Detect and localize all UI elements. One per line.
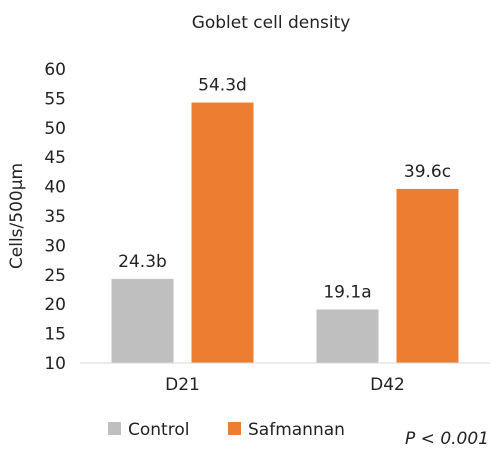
legend-swatch-safmannan	[228, 422, 241, 435]
legend: Control Safmannan	[108, 420, 345, 440]
data-label: 39.6c	[404, 162, 451, 182]
chart-title: Goblet cell density	[192, 13, 351, 33]
bar-control-d42	[316, 309, 379, 363]
y-tick-label: 40	[44, 178, 66, 198]
y-tick-label: 15	[44, 325, 66, 345]
y-tick-label: 20	[44, 295, 66, 315]
bar-data-labels: 24.3b 54.3d 19.1a 39.6c	[118, 76, 451, 303]
legend-label-control: Control	[128, 420, 189, 440]
bar-safmannan-d21	[191, 102, 254, 364]
y-tick-label: 50	[44, 119, 66, 139]
y-axis-ticks: 10 15 20 25 30 35 40 45 50 55 60	[44, 60, 66, 374]
x-tick-label: D42	[370, 375, 405, 395]
legend-swatch-control	[108, 422, 121, 435]
data-label: 19.1a	[323, 282, 371, 302]
y-tick-label: 55	[44, 89, 66, 109]
y-tick-label: 25	[44, 266, 66, 286]
x-axis-ticks: D21 D42	[165, 375, 405, 395]
y-tick-label: 45	[44, 148, 66, 168]
bar-control-d21	[111, 278, 174, 363]
y-axis-label: Cells/500µm	[7, 163, 27, 269]
data-label: 24.3b	[118, 252, 167, 272]
y-tick-label: 30	[44, 236, 66, 256]
y-tick-label: 10	[44, 354, 66, 374]
bars	[111, 102, 459, 364]
x-tick-label: D21	[165, 375, 200, 395]
p-value-annotation: P < 0.001	[405, 429, 489, 449]
legend-label-safmannan: Safmannan	[248, 420, 345, 440]
bar-safmannan-d42	[396, 188, 459, 363]
data-label: 54.3d	[198, 76, 247, 96]
y-tick-label: 60	[44, 60, 66, 80]
y-tick-label: 35	[44, 207, 66, 227]
